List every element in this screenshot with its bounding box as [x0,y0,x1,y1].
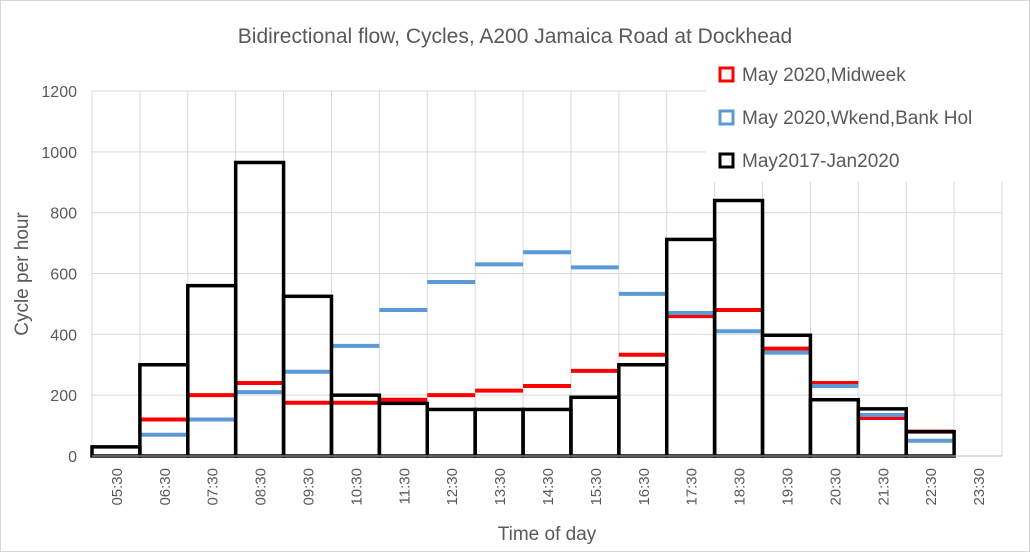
legend-background [706,54,1022,182]
legend: May 2020,Midweek May 2020,Wkend,Bank Hol M… [706,54,1022,182]
y-tick-label: 200 [50,388,77,405]
x-tick-label: 20:30 [827,468,844,506]
x-tick-label: 18:30 [732,468,749,506]
x-tick-label: 21:30 [875,468,892,506]
legend-swatch [718,109,735,126]
axis-ticks: 0 200 400 600 800 1000 1200 05:30 06:30 07:30 08:3… [41,84,1002,506]
x-tick-label: 09:30 [301,468,318,506]
x-tick-label: 12:30 [444,468,461,506]
x-tick-label: 07:30 [205,468,222,506]
y-axis-title: Cycle per hour [12,212,33,336]
y-tick-label: 1000 [41,145,77,162]
x-tick-label: 08:30 [253,468,270,506]
legend-swatch [718,66,735,83]
legend-swatch [718,152,735,169]
x-tick-label: 22:30 [923,468,940,506]
legend-label: May2017-Jan2020 [742,151,899,172]
x-tick-label: 10:30 [348,468,365,506]
chart-title: Bidirectional flow, Cycles, A200 Jamaica… [238,25,792,48]
x-tick-label: 19:30 [779,468,796,506]
x-tick-label: 23:30 [971,468,988,506]
x-tick-label: 14:30 [540,468,557,506]
y-tick-label: 1200 [41,84,77,101]
x-tick-label: 11:30 [396,468,413,504]
x-tick-label: 13:30 [492,468,509,506]
y-tick-label: 600 [50,267,77,284]
x-tick-label: 17:30 [684,468,701,506]
x-tick-label: 06:30 [157,468,174,506]
y-tick-label: 0 [68,449,77,466]
legend-label: May 2020,Midweek [742,65,906,86]
x-tick-label: 15:30 [588,468,605,506]
y-tick-label: 400 [50,327,77,344]
x-tick-label: 05:30 [109,468,126,506]
y-tick-label: 800 [50,206,77,223]
legend-label: May 2020,Wkend,Bank Hol [742,108,972,129]
x-axis-title: Time of day [498,524,597,545]
x-tick-label: 16:30 [636,468,653,506]
